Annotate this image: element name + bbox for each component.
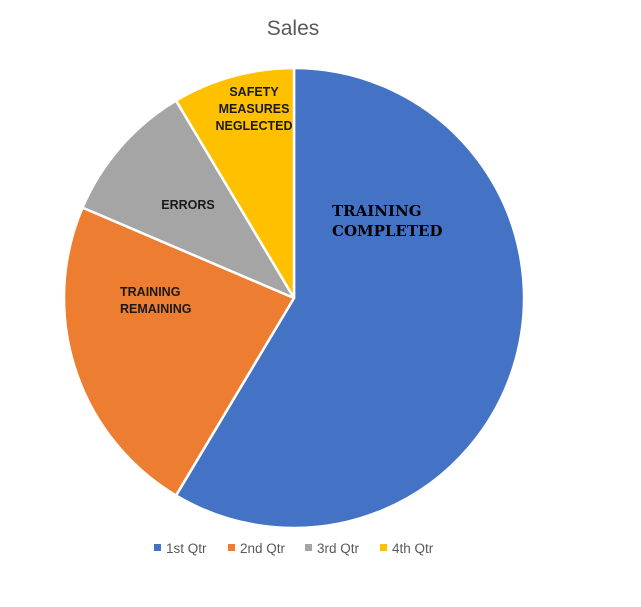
legend-swatch-1 <box>154 544 161 551</box>
legend-label-1: 1st Qtr <box>166 541 207 556</box>
legend: 1st Qtr 2nd Qtr 3rd Qtr 4th Qtr <box>154 541 434 556</box>
pie-slices <box>62 66 526 530</box>
legend-label-2: 2nd Qtr <box>240 541 286 556</box>
pie-slice-1 <box>174 66 526 530</box>
slice-label-3: ERRORS <box>161 198 214 212</box>
legend-label-3: 3rd Qtr <box>317 541 360 556</box>
chart-title: Sales <box>267 17 320 40</box>
legend-swatch-3 <box>305 544 312 551</box>
slice-label-4: SAFETY MEASURES NEGLECTED <box>215 85 292 133</box>
legend-swatch-4 <box>380 544 387 551</box>
pie-slice-3 <box>81 99 296 300</box>
legend-swatch-2 <box>228 544 235 551</box>
slice-label-1: TRAINING COMPLETED <box>332 202 442 240</box>
slice-labels: TRAINING COMPLETED TRAINING REMAINING ERRORS… <box>120 85 442 316</box>
slice-label-2: TRAINING REMAINING <box>120 285 192 316</box>
pie-slice-4 <box>174 66 296 300</box>
legend-label-4: 4th Qtr <box>392 541 434 556</box>
pie-slice-2 <box>62 206 296 497</box>
